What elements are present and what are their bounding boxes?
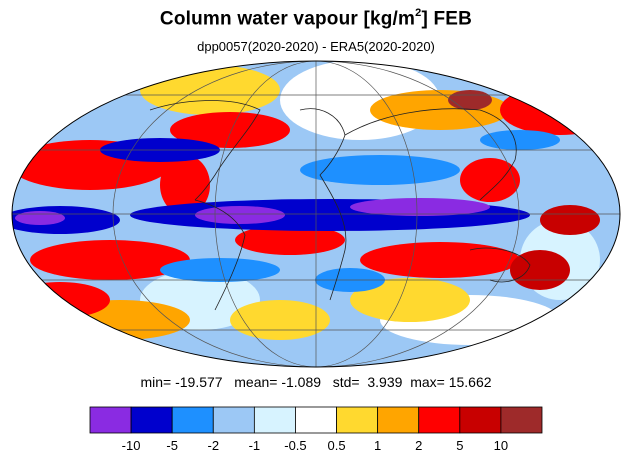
colorbar-swatch	[171, 406, 214, 434]
colorbar-swatch	[295, 406, 337, 434]
colorbar-swatch	[377, 406, 420, 434]
globe-outline	[11, 60, 621, 368]
colorbar-tick-label: 1	[374, 438, 382, 453]
colorbar-tick-label: -10	[121, 438, 141, 453]
colorbar-tick-label: 5	[456, 438, 464, 453]
colorbar-swatch	[459, 406, 502, 434]
figure-subtitle: dpp0057(2020-2020) - ERA5(2020-2020)	[197, 39, 435, 54]
colorbar-swatch	[212, 406, 255, 434]
colorbar-tick-label: -1	[248, 438, 261, 453]
colorbar-swatch	[253, 406, 296, 434]
colorbar-swatch	[130, 406, 173, 434]
figure-title: Column water vapour [kg/m2] FEB	[159, 7, 473, 30]
statistics-line: min= -19.577 mean= -1.089 std= 3.939 max…	[140, 374, 492, 390]
colorbar-tick-label: -0.5	[284, 438, 307, 453]
coastlines	[149, 100, 531, 311]
colorbar-tick-label: 10	[493, 438, 509, 453]
colorbar-swatch	[336, 406, 379, 434]
colorbar-swatch	[418, 406, 461, 434]
colorbar-swatch	[500, 406, 543, 434]
colorbar-tick-label: -5	[166, 438, 178, 453]
colorbar-swatch	[89, 406, 132, 434]
mollweide-difference-map	[11, 60, 621, 368]
colorbar-tick-label: 0.5	[327, 438, 346, 453]
colorbar-tick-label: -2	[207, 438, 220, 453]
colorbar-tick-label: 2	[415, 438, 423, 453]
